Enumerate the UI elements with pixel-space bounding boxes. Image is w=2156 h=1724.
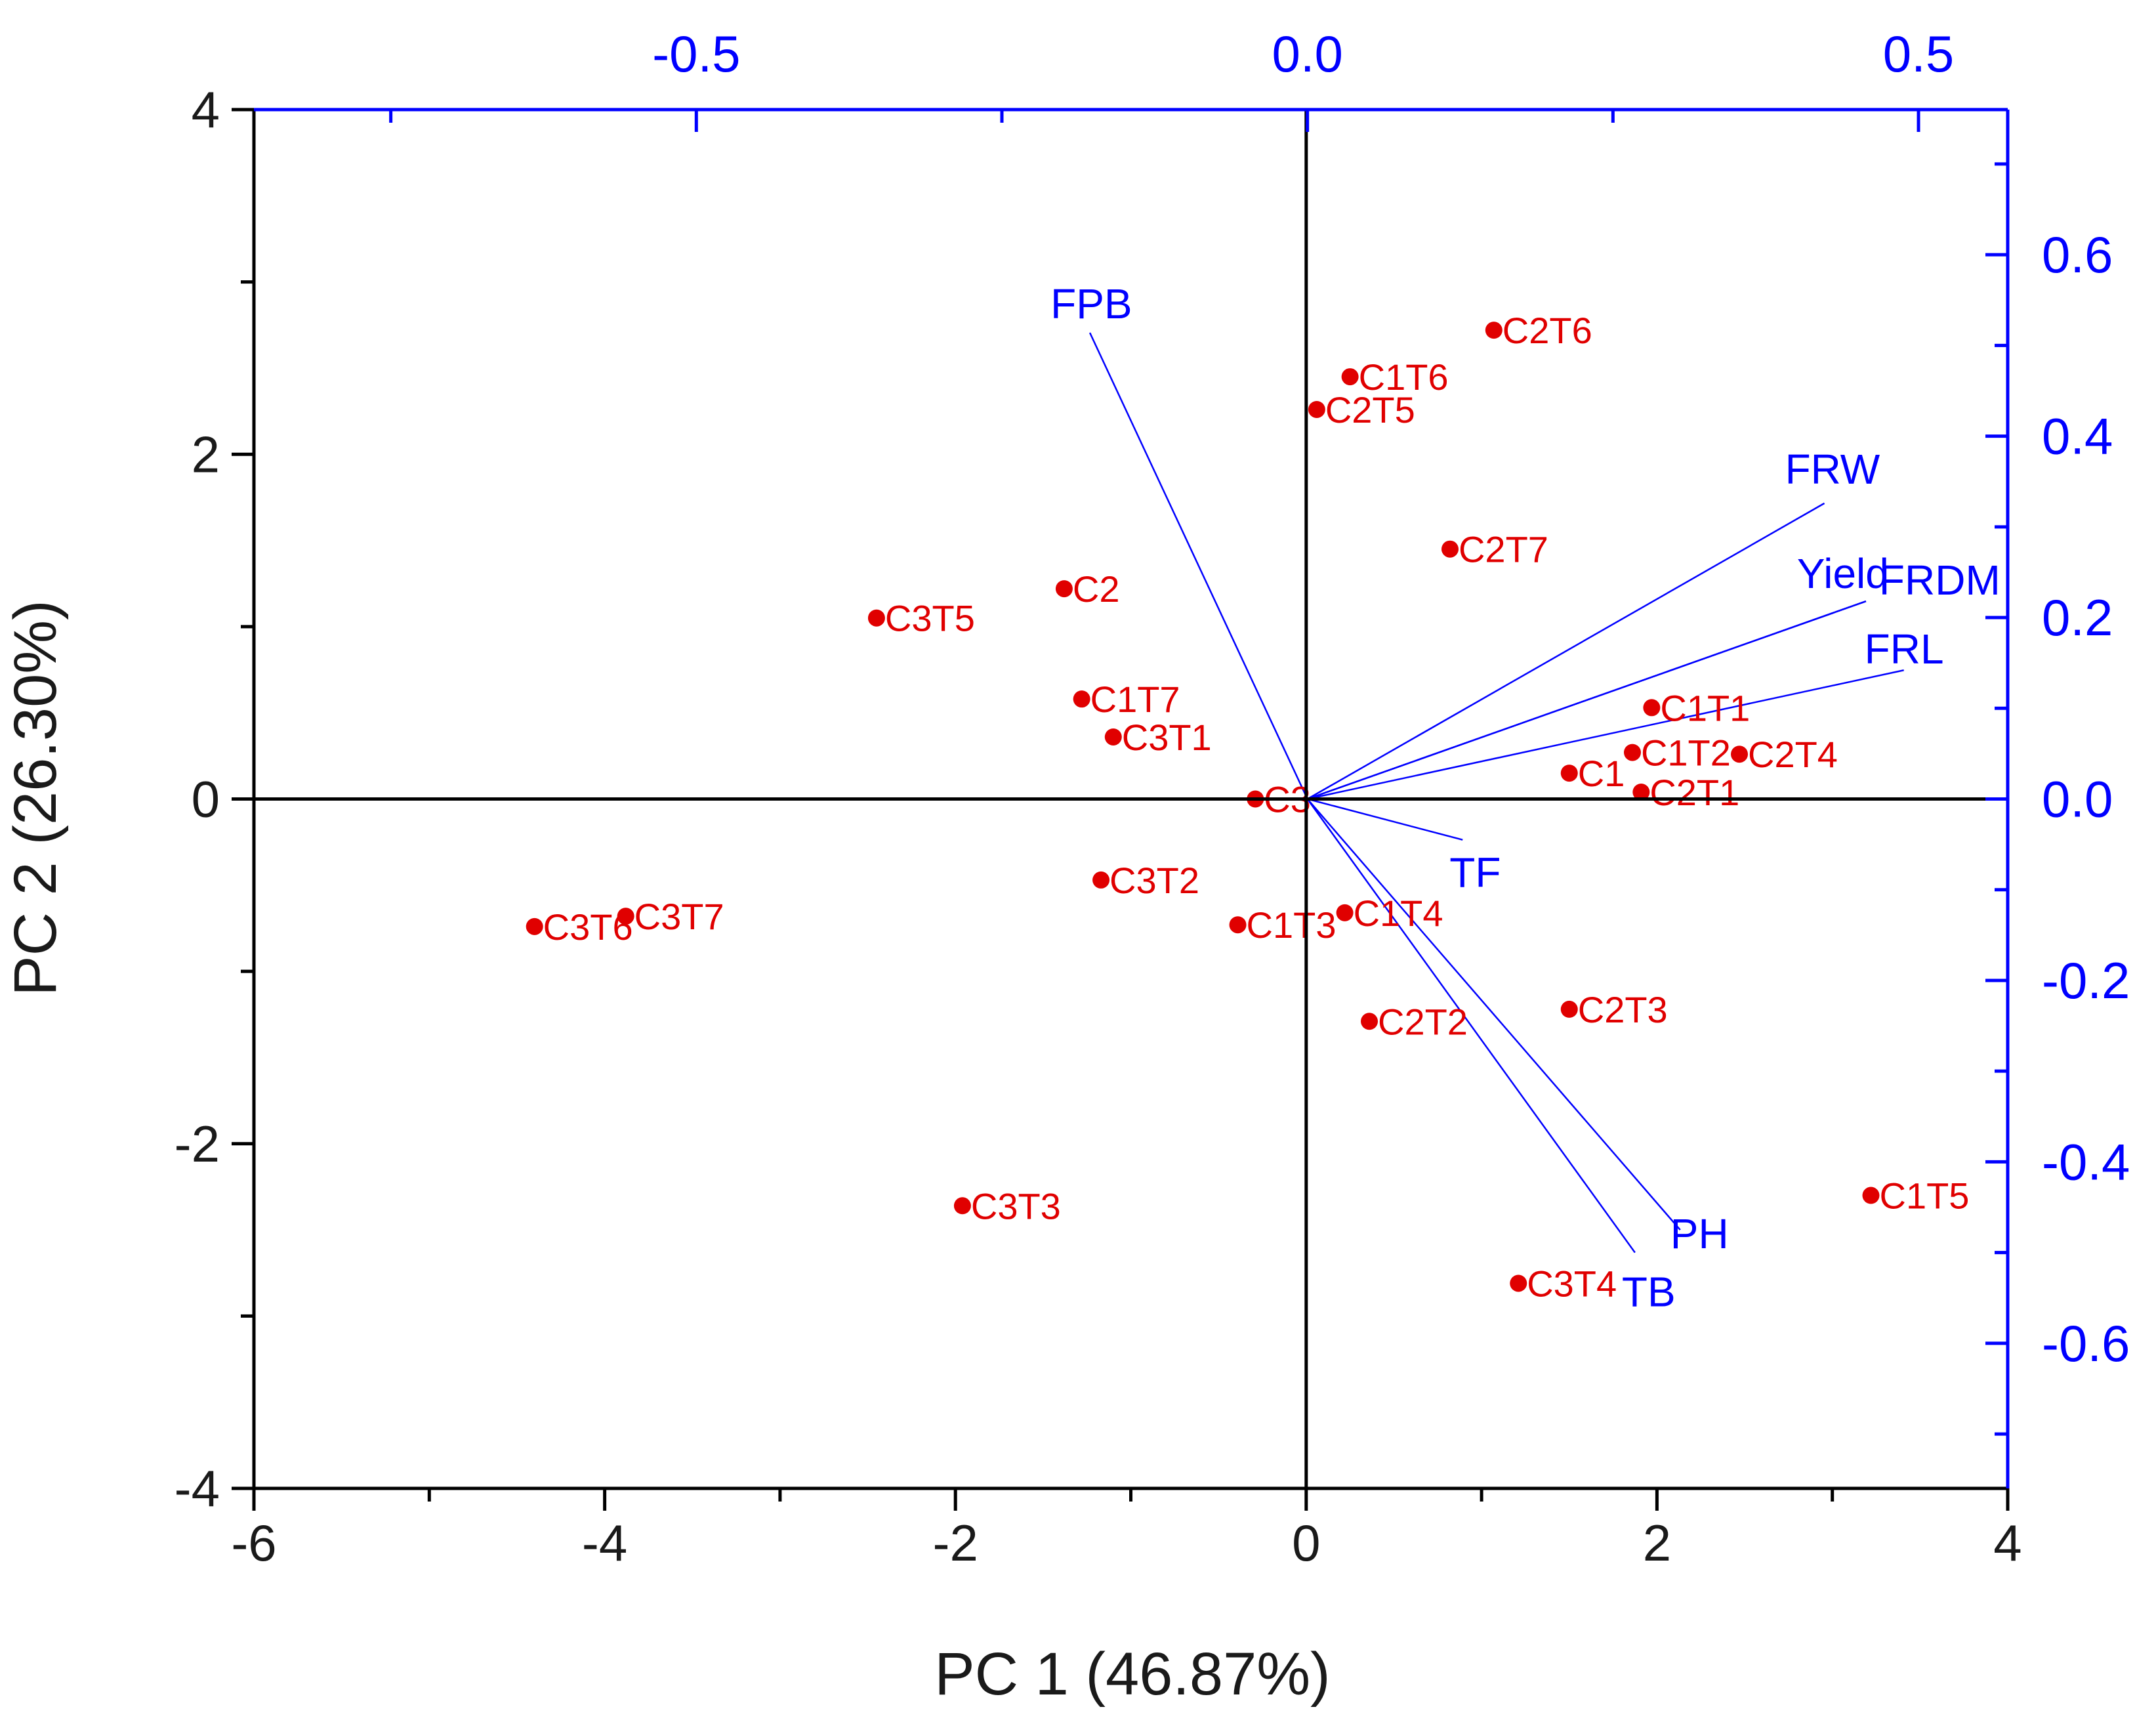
score-label-c2t6: C2T6 (1503, 310, 1592, 351)
score-label-c1t2: C1T2 (1641, 732, 1731, 774)
x-tick-label: 2 (1643, 1514, 1671, 1572)
x-tick-label: -6 (231, 1514, 276, 1572)
loading-label-frdm: FRDM (1879, 557, 2001, 604)
score-point-c1 (1560, 765, 1578, 782)
score-label-c2t3: C2T3 (1578, 989, 1668, 1030)
score-point-c2t6 (1485, 322, 1503, 339)
score-point-c1t1 (1643, 699, 1661, 717)
y-tick-label: 0 (192, 770, 220, 828)
score-label-c3t1: C3T1 (1122, 717, 1212, 758)
score-label-c3t6: C3T6 (543, 906, 633, 948)
x-tick-label: -4 (582, 1514, 627, 1572)
y-tick-label: -4 (175, 1460, 220, 1517)
score-point-c3t2 (1092, 871, 1110, 889)
right-tick-label: -0.2 (2042, 952, 2130, 1009)
score-point-c2t3 (1560, 1000, 1578, 1018)
score-point-c2t1 (1632, 783, 1650, 801)
top-tick-label: -0.5 (652, 25, 740, 83)
score-point-c3t4 (1510, 1274, 1527, 1292)
score-point-c1t5 (1862, 1187, 1880, 1204)
y-axis-title: PC 2 (26.30%) (2, 600, 69, 996)
score-point-c3t6 (526, 917, 543, 935)
score-label-c3t4: C3T4 (1527, 1263, 1617, 1304)
score-label-c1t3: C1T3 (1247, 904, 1337, 946)
score-label-c3t5: C3T5 (885, 598, 975, 639)
score-point-c2t7 (1441, 540, 1459, 558)
score-label-c1t6: C1T6 (1359, 356, 1449, 398)
right-tick-label: 0.2 (2042, 589, 2113, 646)
score-label-c3t7: C3T7 (634, 896, 724, 937)
y-tick-label: -2 (175, 1115, 220, 1173)
loading-label-yield: Yield (1797, 550, 1889, 597)
loading-label-ph: PH (1670, 1210, 1729, 1257)
top-tick-label: 0.0 (1272, 25, 1342, 83)
score-point-c1t4 (1336, 904, 1354, 921)
y-tick-label: 4 (192, 81, 220, 138)
score-point-c2t4 (1731, 746, 1749, 763)
x-axis-title: PC 1 (46.87%) (934, 1641, 1330, 1708)
right-tick-label: -0.4 (2042, 1133, 2130, 1190)
loading-vector-tf (1307, 798, 1463, 841)
loading-vector-frl (1307, 669, 1904, 800)
loading-vector-ph (1306, 798, 1681, 1230)
score-point-c3t3 (953, 1197, 971, 1215)
loading-vector-frdm (1307, 600, 1867, 800)
score-point-c2t5 (1308, 400, 1325, 418)
score-point-c1t2 (1623, 744, 1641, 761)
score-label-c2t5: C2T5 (1325, 389, 1415, 431)
score-point-c1t7 (1073, 690, 1090, 708)
score-label-c1: C1 (1578, 753, 1625, 794)
score-label-c1t1: C1T1 (1660, 687, 1750, 728)
right-tick-label: 0.4 (2042, 408, 2113, 465)
score-point-c1t6 (1341, 368, 1359, 386)
score-label-c1t5: C1T5 (1880, 1175, 1970, 1217)
score-point-c3t5 (867, 609, 885, 627)
loading-vector-fpb (1088, 332, 1308, 800)
score-label-c2: C2 (1073, 568, 1120, 610)
score-point-c1t3 (1229, 916, 1247, 934)
score-label-c2t2: C2T2 (1378, 1001, 1468, 1042)
score-label-c1t4: C1T4 (1354, 893, 1443, 934)
score-label-c3t3: C3T3 (971, 1185, 1061, 1227)
top-tick-label: 0.5 (1883, 25, 1954, 83)
right-tick-label: 0.0 (2042, 770, 2113, 828)
right-tick-label: 0.6 (2042, 226, 2113, 284)
loading-label-tb: TB (1622, 1269, 1676, 1316)
score-point-c2 (1055, 580, 1073, 598)
score-point-c3t7 (617, 908, 634, 925)
score-label-c2t4: C2T4 (1748, 734, 1838, 775)
loading-vector-tb (1306, 798, 1636, 1253)
loading-vector-frw (1307, 502, 1825, 800)
score-label-c3t2: C3T2 (1109, 860, 1199, 901)
score-point-c2t2 (1361, 1013, 1379, 1030)
score-point-c3t1 (1104, 728, 1122, 746)
x-tick-label: -2 (933, 1514, 978, 1572)
loading-label-fpb: FPB (1050, 280, 1132, 327)
score-label-c2t1: C2T1 (1649, 772, 1739, 813)
loading-label-tf: TF (1449, 849, 1501, 896)
loading-label-frl: FRL (1865, 625, 1944, 673)
right-tick-label: -0.6 (2042, 1314, 2130, 1372)
y-tick-label: 2 (192, 425, 220, 483)
x-tick-label: 0 (1292, 1514, 1320, 1572)
loading-label-frw: FRW (1785, 446, 1880, 493)
x-tick-label: 4 (1993, 1514, 2021, 1572)
score-label-c1t7: C1T7 (1090, 679, 1180, 720)
score-label-c2t7: C2T7 (1459, 529, 1548, 570)
